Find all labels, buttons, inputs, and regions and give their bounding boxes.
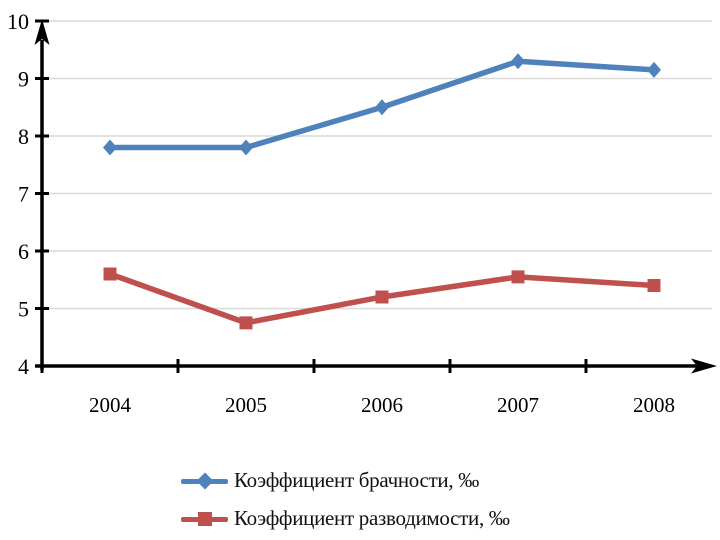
data-point-diamond <box>375 99 389 116</box>
y-tick-label: 10 <box>7 9 29 34</box>
legend-marker-diamond-icon <box>181 472 228 490</box>
legend-marker-square-icon <box>181 510 228 528</box>
x-tick-label: 2006 <box>361 393 403 417</box>
y-tick-label: 6 <box>18 239 29 264</box>
data-point-square <box>239 316 253 330</box>
x-tick-label: 2008 <box>633 393 675 417</box>
x-tick-label: 2004 <box>89 393 132 417</box>
x-axis-arrow-icon <box>691 358 717 374</box>
legend-label-divorce-rate: Коэффициент разводимости, ‰ <box>234 506 510 530</box>
y-tick-label: 7 <box>18 182 29 207</box>
y-axis-arrow-icon <box>34 19 50 45</box>
x-tick-label: 2007 <box>497 393 539 417</box>
y-tick-label: 8 <box>18 124 29 149</box>
data-point-square <box>103 267 117 281</box>
legend: Коэффициент брачности, ‰ Коэффициент раз… <box>181 468 510 531</box>
data-point-diamond <box>103 139 117 156</box>
data-point-square <box>647 279 661 292</box>
data-point-square <box>375 290 389 304</box>
data-point-diamond <box>647 61 661 78</box>
line-chart: 4 5 6 7 8 9 10 2004 2005 2006 2007 2008 <box>7 9 717 417</box>
diamond-icon <box>196 472 214 489</box>
x-tick-label: 2005 <box>225 393 267 417</box>
y-tick-label: 9 <box>18 67 29 92</box>
data-point-square <box>511 270 525 284</box>
y-tick-label: 4 <box>18 354 29 379</box>
legend-item-divorce-rate: Коэффициент разводимости, ‰ <box>181 506 510 531</box>
data-point-diamond <box>511 53 525 70</box>
square-icon <box>198 511 212 526</box>
legend-label-marriage-rate: Коэффициент брачности, ‰ <box>234 468 479 492</box>
data-point-diamond <box>239 139 253 156</box>
y-tick-label: 5 <box>18 297 29 322</box>
legend-item-marriage-rate: Коэффициент брачности, ‰ <box>181 468 510 493</box>
